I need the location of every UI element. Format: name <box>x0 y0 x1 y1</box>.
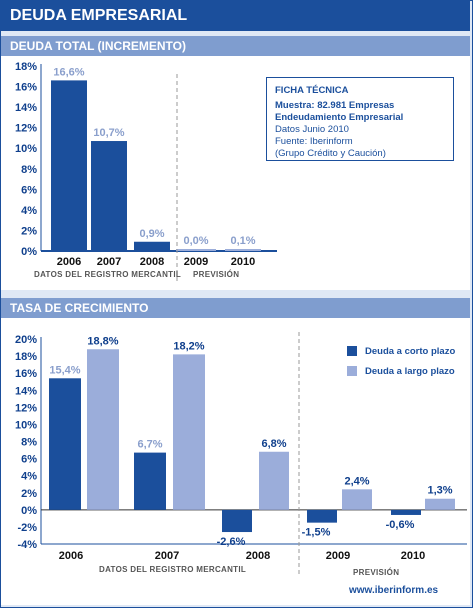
ficha-line1: Muestra: 82.981 Empresas <box>275 100 395 111</box>
chart1-ytick: 12% <box>15 123 37 135</box>
chart2-ytick: 0% <box>21 505 37 517</box>
chart2-bar-largo <box>173 354 205 510</box>
chart2-category-label: 2006 <box>59 550 83 562</box>
chart2-ytick: -2% <box>17 522 37 534</box>
chart2-bar-largo <box>342 489 372 510</box>
chart2-bar-largo <box>87 349 119 510</box>
chart2-data-label-corto: 6,7% <box>137 439 162 451</box>
chart1-ytick: 6% <box>21 184 37 196</box>
chart1-ytick: 0% <box>21 246 37 258</box>
chart1-category-label: 2007 <box>97 256 121 268</box>
chart2-data-label-corto: 15,4% <box>49 364 80 376</box>
chart1-data-label: 10,7% <box>93 127 124 139</box>
footer-url: www.iberinform.es <box>349 585 439 596</box>
legend-label-largo: Deuda a largo plazo <box>365 365 455 377</box>
chart2-category-label: 2008 <box>246 550 270 562</box>
chart2-ytick: 20% <box>15 334 37 346</box>
chart1-ytick: 16% <box>15 82 37 94</box>
chart1-data-label: 0,9% <box>139 228 164 240</box>
ficha-line4: Fuente: Iberinform <box>275 136 353 147</box>
chart1-bar <box>134 241 170 251</box>
chart2-data-label-largo: 2,4% <box>344 475 369 487</box>
chart2-bar-corto <box>49 378 81 510</box>
chart1-data-label: 0,0% <box>183 235 208 247</box>
chart1-data-label: 16,6% <box>53 66 84 78</box>
chart2-ytick: -4% <box>17 539 37 551</box>
chart2-title: TASA DE CRECIMIENTO <box>1 298 470 318</box>
chart2-data-label-largo: 6,8% <box>261 438 286 450</box>
chart1-category-label: 2006 <box>57 256 81 268</box>
ficha-tecnica-box: FICHA TÉCNICA Muestra: 82.981 Empresas E… <box>266 77 454 161</box>
chart2-region-label: DATOS DEL REGISTRO MERCANTIL <box>99 565 246 574</box>
chart2-data-label-largo: 18,8% <box>87 335 118 347</box>
legend-label-corto: Deuda a corto plazo <box>365 345 456 357</box>
chart2-ytick: 4% <box>21 471 37 483</box>
chart2-bar-corto <box>391 509 421 515</box>
legend-item-largo: Deuda a largo plazo <box>347 364 455 378</box>
chart2-region-label: PREVISIÓN <box>353 568 399 577</box>
chart2-bar-corto <box>307 509 337 523</box>
chart2-ytick: 14% <box>15 385 37 397</box>
page-title: DEUDA EMPRESARIAL <box>1 1 470 31</box>
chart2-bar-largo <box>259 451 289 510</box>
chart1-ytick: 10% <box>15 143 37 155</box>
chart2-ytick: 2% <box>21 488 37 500</box>
chart1-ytick: 4% <box>21 205 37 217</box>
chart1-ytick: 18% <box>15 61 37 73</box>
chart1-region-label: DATOS DEL REGISTRO MERCANTIL <box>34 270 181 279</box>
chart1-svg: 18% 16% 14% 12% 10% 8% 6% 4% 2% 0% 16,6% 2006 10,7% 2… <box>15 61 277 282</box>
legend-item-corto: Deuda a corto plazo <box>347 344 455 358</box>
chart2-ytick: 12% <box>15 402 37 414</box>
chart1-ytick: 2% <box>21 225 37 237</box>
chart1-category-label: 2008 <box>140 256 164 268</box>
chart2-bar-corto <box>134 452 166 510</box>
chart1-bar <box>91 141 127 251</box>
chart1-bar <box>51 80 87 251</box>
chart1-bar <box>176 249 216 251</box>
chart2-bar-largo <box>425 498 455 510</box>
ficha-heading: FICHA TÉCNICA <box>275 85 349 96</box>
ficha-line3: Datos Junio 2010 <box>275 124 349 135</box>
chart2-data-label-corto: -0,6% <box>386 519 415 531</box>
chart2-category-label: 2009 <box>326 550 350 562</box>
chart2-ytick: 10% <box>15 419 37 431</box>
chart2-data-label-corto: -2,6% <box>217 536 246 548</box>
chart1-category-label: 2010 <box>231 256 255 268</box>
chart2-legend: Deuda a corto plazo Deuda a largo plazo <box>347 344 455 384</box>
chart2-ytick: 8% <box>21 437 37 449</box>
chart2-category-label: 2007 <box>155 550 179 562</box>
chart1-ytick: 14% <box>15 102 37 114</box>
chart2-category-label: 2010 <box>401 550 425 562</box>
legend-swatch-corto <box>347 346 357 356</box>
chart2-data-label-corto: -1,5% <box>302 527 331 539</box>
chart1-ytick: 8% <box>21 164 37 176</box>
chart1-title: DEUDA TOTAL (INCREMENTO) <box>1 36 470 56</box>
chart1-panel: 18% 16% 14% 12% 10% 8% 6% 4% 2% 0% 16,6% 2006 10,7% 2… <box>1 56 470 290</box>
chart2-panel: 20% 18% 16% 14% 12% 10% 8% 6% 4% 2% 0% -2% -4% 15,4% 1… <box>1 318 470 605</box>
legend-swatch-largo <box>347 366 357 376</box>
chart1-data-label: 0,1% <box>230 235 255 247</box>
chart2-bar-corto <box>222 509 252 533</box>
chart1-region-label: PREVISIÓN <box>193 270 239 279</box>
chart2-svg: 20% 18% 16% 14% 12% 10% 8% 6% 4% 2% 0% -2% -4% 15,4% 1… <box>15 332 467 577</box>
ficha-line2: Endeudamiento Empresarial <box>275 112 404 123</box>
chart1-bar <box>225 249 261 251</box>
ficha-line5: (Grupo Crédito y Caución) <box>275 148 386 159</box>
chart2-ytick: 18% <box>15 351 37 363</box>
chart2-ytick: 6% <box>21 454 37 466</box>
chart2-data-label-largo: 18,2% <box>173 340 204 352</box>
chart1-category-label: 2009 <box>184 256 208 268</box>
chart2-data-label-largo: 1,3% <box>427 485 452 497</box>
chart2-ytick: 16% <box>15 368 37 380</box>
